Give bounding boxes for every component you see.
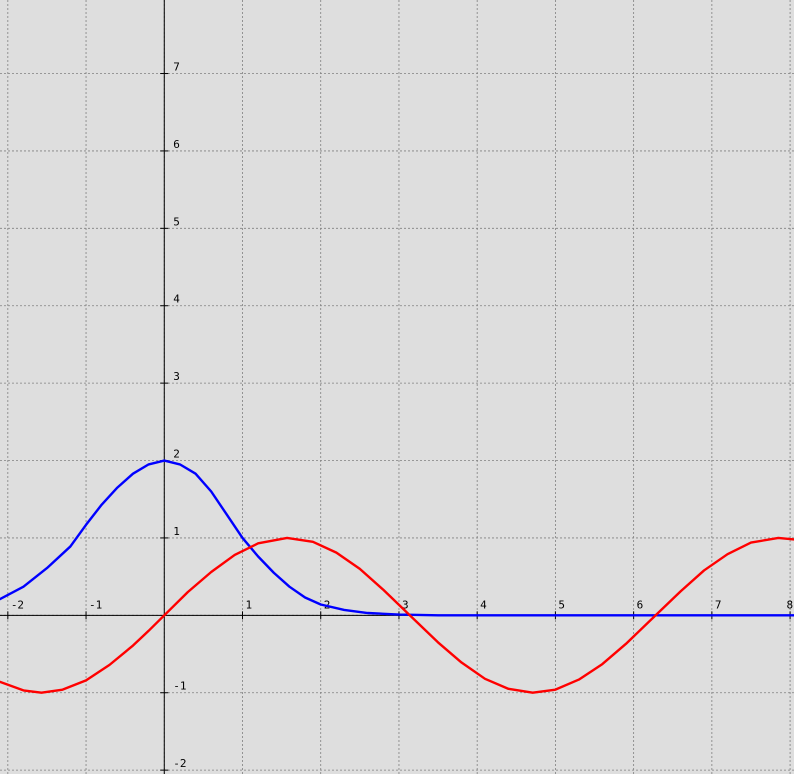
series-line-2 — [0, 536, 794, 694]
x-tick-label: 4 — [480, 598, 487, 611]
y-tick-label: -1 — [173, 680, 186, 693]
y-tick-label: 3 — [173, 370, 180, 383]
x-tick-label: 7 — [715, 598, 722, 611]
x-tick-label: 1 — [246, 598, 253, 611]
series-layer — [0, 459, 794, 694]
x-tick-label: -2 — [11, 598, 24, 611]
y-tick-label: 1 — [173, 525, 180, 538]
x-tick-label: -1 — [89, 598, 102, 611]
x-tick-label: 3 — [402, 598, 409, 611]
y-tick-label: 2 — [173, 448, 180, 461]
y-tick-label: -2 — [173, 757, 186, 770]
x-tick-label: 5 — [558, 598, 565, 611]
series-line-1 — [0, 459, 794, 617]
y-tick-label: 7 — [173, 61, 180, 74]
x-tick-label: 6 — [637, 598, 644, 611]
y-tick-label: 4 — [173, 293, 180, 306]
y-tick-label: 6 — [173, 138, 180, 151]
y-tick-label: 5 — [173, 215, 180, 228]
x-tick-label: 8 — [786, 598, 793, 611]
